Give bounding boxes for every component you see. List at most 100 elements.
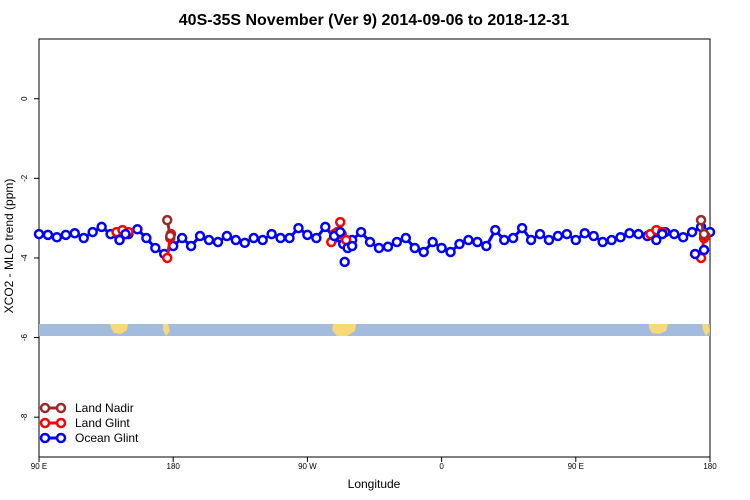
x-axis-label: Longitude bbox=[348, 477, 401, 491]
map-land-south-america bbox=[332, 324, 356, 336]
y-axis: 0 -2 -4 -6 -8 bbox=[20, 96, 39, 421]
data-point bbox=[373, 242, 385, 254]
data-point bbox=[355, 226, 367, 238]
data-point bbox=[194, 230, 206, 242]
data-point bbox=[695, 214, 707, 226]
data-point bbox=[615, 232, 626, 243]
data-point bbox=[436, 242, 447, 254]
y-tick-label: -2 bbox=[20, 174, 29, 182]
data-point bbox=[185, 240, 197, 252]
data-point bbox=[114, 234, 125, 246]
map-land-new-zealand bbox=[163, 324, 170, 336]
data-point bbox=[176, 232, 188, 244]
data-point bbox=[391, 236, 403, 248]
data-point bbox=[624, 228, 635, 239]
data-point bbox=[552, 230, 564, 242]
chart-title: 40S-35S November (Ver 9) 2014-09-06 to 2… bbox=[179, 12, 570, 29]
y-tick-label: 0 bbox=[20, 96, 29, 101]
data-point bbox=[164, 230, 176, 242]
data-point bbox=[284, 232, 295, 244]
data-point bbox=[525, 234, 537, 246]
data-point bbox=[161, 252, 173, 264]
ocean-glint-overlay bbox=[114, 226, 710, 268]
data-point bbox=[42, 229, 54, 241]
data-point bbox=[221, 230, 233, 242]
data-point bbox=[248, 232, 259, 244]
data-point bbox=[150, 242, 161, 254]
data-point bbox=[561, 228, 573, 240]
data-point bbox=[132, 224, 143, 235]
legend-label: Land Nadir bbox=[75, 401, 134, 415]
map-land-new-zealand-repeat bbox=[702, 324, 710, 336]
data-point bbox=[334, 226, 346, 238]
map-land-australia-repeat bbox=[649, 324, 668, 334]
data-point bbox=[657, 228, 668, 240]
data-point bbox=[698, 244, 710, 256]
data-point bbox=[651, 234, 662, 246]
data-point bbox=[33, 228, 45, 240]
data-point bbox=[302, 229, 313, 241]
data-point bbox=[78, 232, 89, 244]
data-point bbox=[418, 246, 429, 258]
x-axis: 90 E 180 90 W 0 90 E 180 bbox=[31, 457, 717, 471]
data-point bbox=[445, 246, 456, 258]
data-point bbox=[212, 236, 224, 248]
series-land-nadir bbox=[161, 214, 710, 242]
data-point bbox=[51, 232, 63, 243]
x-tick-label: 90 E bbox=[31, 462, 47, 471]
x-tick-label: 90 E bbox=[568, 462, 584, 471]
data-point bbox=[516, 222, 528, 234]
y-tick-label: -4 bbox=[20, 254, 29, 262]
data-point bbox=[579, 228, 590, 239]
data-point bbox=[400, 232, 412, 244]
data-point bbox=[257, 234, 268, 246]
data-point bbox=[364, 236, 376, 248]
longitude-map-strip bbox=[39, 324, 710, 336]
data-point bbox=[409, 242, 421, 254]
data-point bbox=[606, 234, 617, 246]
data-point bbox=[161, 214, 173, 226]
data-point bbox=[266, 228, 277, 240]
data-point bbox=[60, 229, 72, 241]
data-point bbox=[293, 222, 304, 234]
data-point bbox=[427, 236, 438, 248]
legend-label: Ocean Glint bbox=[75, 431, 139, 445]
data-point bbox=[239, 237, 251, 249]
data-point bbox=[633, 228, 644, 240]
data-point bbox=[230, 234, 242, 246]
legend-marker bbox=[39, 402, 51, 414]
data-point bbox=[96, 221, 107, 233]
data-point bbox=[320, 221, 331, 233]
data-point bbox=[498, 234, 510, 246]
data-point bbox=[472, 236, 483, 248]
data-point bbox=[698, 228, 710, 240]
data-point bbox=[668, 228, 680, 240]
x-tick-label: 180 bbox=[167, 462, 181, 471]
data-point bbox=[463, 234, 474, 246]
data-point bbox=[87, 226, 98, 238]
legend-marker bbox=[39, 432, 51, 444]
plot-frame bbox=[38, 38, 711, 458]
legend-marker bbox=[55, 402, 67, 414]
data-point bbox=[454, 238, 465, 250]
data-point bbox=[481, 240, 492, 252]
data-point bbox=[346, 240, 358, 252]
data-point bbox=[689, 248, 701, 260]
x-tick-label: 180 bbox=[703, 462, 717, 471]
data-point bbox=[507, 232, 519, 244]
legend-marker bbox=[39, 417, 51, 429]
legend-marker bbox=[55, 432, 67, 444]
map-land-australia bbox=[110, 324, 128, 334]
data-point bbox=[141, 232, 152, 244]
data-point bbox=[534, 228, 546, 240]
series-layer bbox=[33, 214, 716, 268]
series-line bbox=[38, 225, 711, 256]
legend-label: Land Glint bbox=[75, 416, 130, 430]
data-point bbox=[203, 234, 215, 246]
series-ocean-glint bbox=[33, 221, 716, 260]
data-point bbox=[69, 228, 81, 239]
data-point bbox=[597, 236, 608, 248]
y-axis-label: XCO2 - MLO trend (ppm) bbox=[2, 179, 16, 314]
